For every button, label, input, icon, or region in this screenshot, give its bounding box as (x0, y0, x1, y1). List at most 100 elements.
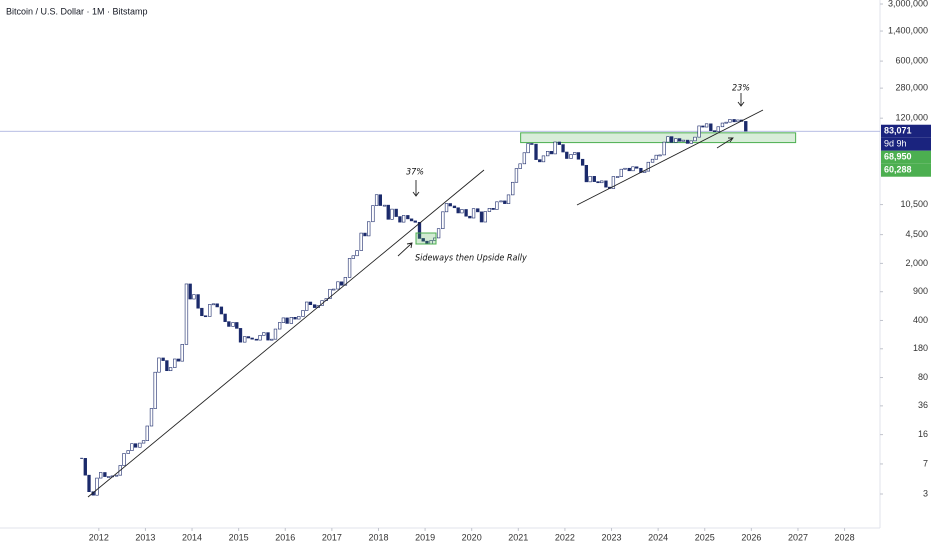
candle (611, 176, 616, 189)
candle (573, 152, 577, 155)
y-tick-label: 180 (913, 343, 928, 353)
candle (604, 180, 608, 188)
candle (355, 250, 359, 257)
candle (669, 136, 674, 143)
candle (677, 138, 682, 142)
candle (180, 344, 184, 362)
candle (312, 304, 317, 308)
candle (409, 218, 414, 222)
price-tag (881, 124, 931, 138)
x-tick-label: 2014 (182, 532, 202, 542)
y-tick-label: 4,500 (905, 229, 928, 239)
candle (553, 141, 557, 155)
candle (398, 216, 402, 223)
candle (87, 474, 91, 493)
candle (744, 121, 748, 132)
y-tick-label: 10,500 (900, 199, 928, 209)
candle (526, 143, 530, 154)
candle (685, 139, 690, 144)
candle (623, 167, 627, 170)
y-tick-label: 3 (923, 488, 928, 498)
candle (549, 151, 554, 155)
x-tick-label: 2015 (229, 532, 249, 542)
candle (223, 313, 227, 322)
annotation: Sideways then Upside Rally (415, 254, 527, 264)
candle (95, 477, 99, 496)
candle (483, 211, 487, 223)
candle (231, 322, 235, 327)
candle (103, 472, 107, 477)
candle (343, 277, 348, 286)
y-tick-label: 3,000,000 (888, 0, 928, 8)
candle (557, 141, 561, 145)
candle (635, 166, 639, 169)
candle (631, 166, 635, 172)
countdown-label: 9d 9h (884, 139, 907, 149)
candle (351, 255, 355, 259)
candle (382, 204, 387, 207)
candle (421, 238, 425, 242)
candle (238, 328, 243, 343)
candle (227, 321, 231, 327)
candle (192, 294, 196, 300)
candle (266, 332, 270, 341)
arrow (412, 180, 420, 197)
x-tick-label: 2026 (741, 532, 761, 542)
candle (305, 301, 309, 311)
candle (642, 170, 647, 173)
candle (149, 408, 154, 427)
candle (278, 322, 282, 330)
candle (588, 176, 592, 183)
y-tick-label: 36 (918, 400, 928, 410)
candle (80, 457, 83, 459)
candle (674, 138, 678, 143)
candle (157, 357, 161, 373)
y-tick-label: 80 (918, 372, 928, 382)
price-tag (881, 163, 931, 177)
price-tag-label: 83,071 (884, 126, 912, 136)
y-tick-label: 16 (918, 429, 928, 439)
x-tick-label: 2028 (835, 532, 855, 542)
candle (724, 121, 728, 124)
plot-area (0, 119, 880, 496)
candle (456, 207, 460, 214)
candle (592, 176, 596, 182)
candle (561, 144, 565, 153)
candle (417, 222, 422, 239)
candle (359, 232, 363, 251)
candle (452, 205, 457, 209)
price-tag-label: 60,288 (884, 165, 912, 175)
candle (406, 215, 410, 220)
candle (145, 425, 149, 441)
x-tick-label: 2012 (89, 532, 109, 542)
annotation: 23% (732, 84, 750, 94)
candle (580, 158, 585, 166)
candle (448, 203, 452, 207)
candle (479, 211, 484, 223)
candle (401, 215, 406, 223)
candle (522, 152, 527, 165)
range-box (415, 232, 437, 245)
candle (693, 136, 697, 142)
y-tick-label: 1,400,000 (888, 25, 928, 35)
candle (487, 208, 492, 212)
candle (133, 443, 138, 448)
x-tick-label: 2023 (602, 532, 622, 542)
candle (188, 283, 192, 300)
candle (600, 180, 604, 184)
candle (371, 205, 375, 223)
candle (168, 367, 173, 372)
candle (254, 338, 259, 341)
candle (262, 332, 266, 336)
candle (106, 476, 111, 478)
candle (126, 450, 130, 454)
candle (130, 443, 134, 451)
y-tick-label: 7 (923, 458, 928, 468)
candle (153, 371, 157, 409)
candle (728, 119, 732, 123)
candle (196, 294, 200, 309)
candle (99, 472, 103, 479)
candle (293, 317, 297, 320)
x-tick-label: 2020 (462, 532, 482, 542)
